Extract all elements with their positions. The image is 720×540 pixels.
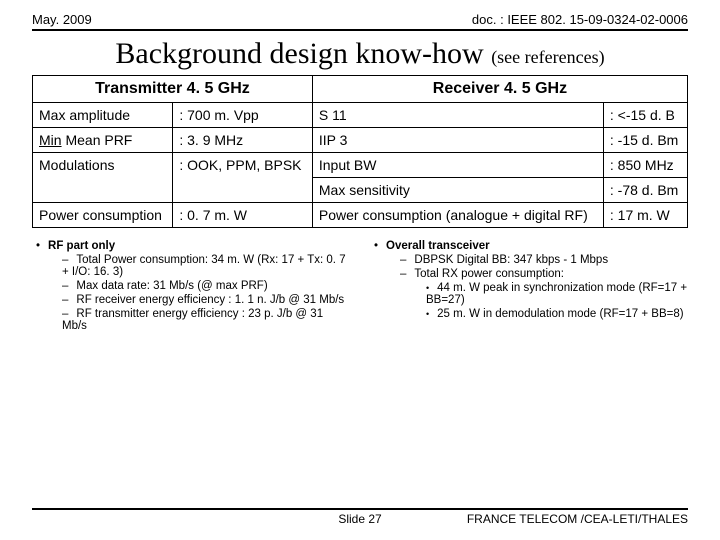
list-item: Total RX power consumption: xyxy=(400,268,688,280)
left-bullets: RF part only Total Power consumption: 34… xyxy=(32,238,350,334)
cell: Power consumption (analogue + digital RF… xyxy=(312,203,603,228)
slide-number: Slide 27 xyxy=(32,512,688,526)
list-item: RF receiver energy efficiency : 1. 1 n. … xyxy=(62,294,350,306)
cell: Max sensitivity xyxy=(312,178,603,203)
cell: : 700 m. Vpp xyxy=(173,103,313,128)
cell: Min Min Mean PRFMean PRF xyxy=(33,128,173,153)
cell: : 3. 9 MHz xyxy=(173,128,313,153)
cell: Modulations xyxy=(33,153,173,203)
rx-header: Receiver 4. 5 GHz xyxy=(312,76,687,103)
title-sub: (see references) xyxy=(491,47,604,67)
cell: S 11 xyxy=(312,103,603,128)
cell: : <-15 d. B xyxy=(603,103,687,128)
cell: : -78 d. Bm xyxy=(603,178,687,203)
right-bullets: Overall transceiver DBPSK Digital BB: 34… xyxy=(370,238,688,334)
header-date: May. 2009 xyxy=(32,12,92,27)
cell: : 850 MHz xyxy=(603,153,687,178)
title-main: Background design know-how xyxy=(115,37,491,70)
list-item: RF transmitter energy efficiency : 23 p.… xyxy=(62,308,350,332)
list-item: Max data rate: 31 Mb/s (@ max PRF) xyxy=(62,280,350,292)
list-item: 44 m. W peak in synchronization mode (RF… xyxy=(426,282,688,306)
right-head: Overall transceiver xyxy=(386,240,490,252)
list-item: Total Power consumption: 34 m. W (Rx: 17… xyxy=(62,254,350,278)
cell: : OOK, PPM, BPSK xyxy=(173,153,313,203)
cell: : -15 d. Bm xyxy=(603,128,687,153)
header-doc: doc. : IEEE 802. 15-09-0324-02-0006 xyxy=(472,12,688,27)
page-title: Background design know-how (see referenc… xyxy=(32,37,688,71)
tx-header: Transmitter 4. 5 GHz xyxy=(33,76,313,103)
spec-table: Transmitter 4. 5 GHz Receiver 4. 5 GHz M… xyxy=(32,75,688,228)
list-item: 25 m. W in demodulation mode (RF=17 + BB… xyxy=(426,308,688,320)
cell: Power consumption xyxy=(33,203,173,228)
cell: Max amplitude xyxy=(33,103,173,128)
cell: Input BW xyxy=(312,153,603,178)
cell: : 0. 7 m. W xyxy=(173,203,313,228)
cell: : 17 m. W xyxy=(603,203,687,228)
list-item: DBPSK Digital BB: 347 kbps - 1 Mbps xyxy=(400,254,688,266)
cell: IIP 3 xyxy=(312,128,603,153)
left-head: RF part only xyxy=(48,240,115,252)
